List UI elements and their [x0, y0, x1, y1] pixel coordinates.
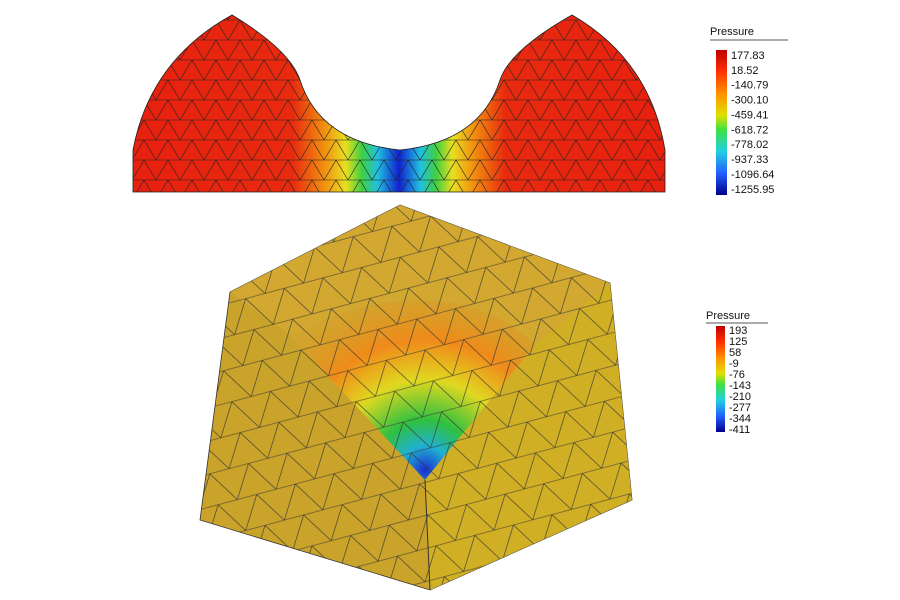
colorbar-legend: Pressure 177.83 18.52 -140.79 -300.10 -459.4… — [710, 26, 788, 196]
legend-label: -9 — [729, 358, 739, 370]
legend-label: 193 — [729, 325, 747, 337]
colorbar — [716, 50, 727, 195]
legend-label: 18.52 — [731, 65, 759, 77]
colorbar — [716, 326, 725, 432]
legend-label: -1255.95 — [731, 184, 774, 196]
legend-label: 177.83 — [731, 50, 765, 62]
colorbar-legend: Pressure 19312558-9-76-143-210-277-344-4… — [706, 310, 768, 436]
legend-title: Pressure — [710, 26, 754, 38]
legend-label: -411 — [729, 424, 750, 436]
legend-label: -140.79 — [731, 80, 768, 92]
legend-label: -143 — [729, 380, 751, 392]
legend-label: -300.10 — [731, 95, 768, 107]
bottom-model — [199, 204, 633, 591]
legend-label: -459.41 — [731, 109, 768, 121]
legend-label: 125 — [729, 336, 747, 348]
legend-label: -618.72 — [731, 124, 768, 136]
legend-label: -76 — [729, 369, 745, 381]
legend-label: -210 — [729, 391, 751, 403]
legend-label: -937.33 — [731, 154, 768, 166]
top-model — [132, 14, 666, 193]
legend-label: -1096.64 — [731, 169, 774, 181]
legend-label: 58 — [729, 347, 741, 359]
legend-title: Pressure — [706, 310, 750, 322]
legend-label: -778.02 — [731, 139, 768, 151]
legend-label: -277 — [729, 402, 751, 414]
legend-label: -344 — [729, 413, 751, 425]
